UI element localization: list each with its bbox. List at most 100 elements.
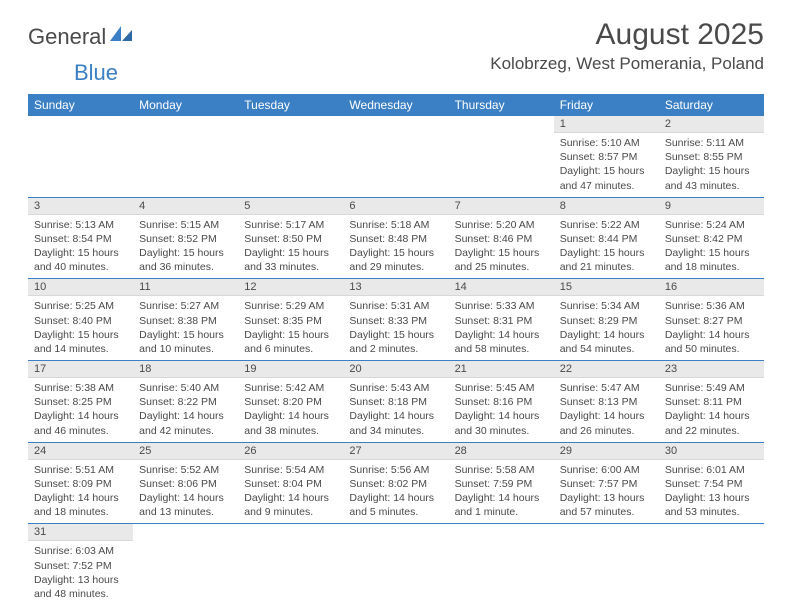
day-details: Sunrise: 5:43 AMSunset: 8:18 PMDaylight:…: [343, 378, 448, 442]
calendar-week-row: 17Sunrise: 5:38 AMSunset: 8:25 PMDayligh…: [28, 361, 764, 443]
day-number: 18: [133, 361, 238, 378]
day-details: Sunrise: 5:42 AMSunset: 8:20 PMDaylight:…: [238, 378, 343, 442]
calendar-cell: 6Sunrise: 5:18 AMSunset: 8:48 PMDaylight…: [343, 197, 448, 279]
calendar-cell: 23Sunrise: 5:49 AMSunset: 8:11 PMDayligh…: [659, 361, 764, 443]
sail-icon: [108, 24, 134, 50]
calendar-cell: 30Sunrise: 6:01 AMSunset: 7:54 PMDayligh…: [659, 442, 764, 524]
day-details: Sunrise: 5:33 AMSunset: 8:31 PMDaylight:…: [449, 296, 554, 360]
day-number: 1: [554, 116, 659, 133]
day-details: Sunrise: 5:15 AMSunset: 8:52 PMDaylight:…: [133, 215, 238, 279]
calendar-cell: 5Sunrise: 5:17 AMSunset: 8:50 PMDaylight…: [238, 197, 343, 279]
day-number: 7: [449, 198, 554, 215]
calendar-cell: 7Sunrise: 5:20 AMSunset: 8:46 PMDaylight…: [449, 197, 554, 279]
day-details: Sunrise: 5:22 AMSunset: 8:44 PMDaylight:…: [554, 215, 659, 279]
day-number: 20: [343, 361, 448, 378]
day-number: 26: [238, 443, 343, 460]
calendar-week-row: ..........1Sunrise: 5:10 AMSunset: 8:57 …: [28, 116, 764, 197]
day-number: 29: [554, 443, 659, 460]
day-number: 21: [449, 361, 554, 378]
day-details: Sunrise: 6:01 AMSunset: 7:54 PMDaylight:…: [659, 460, 764, 524]
weekday-header: Friday: [554, 94, 659, 116]
calendar-cell: 1Sunrise: 5:10 AMSunset: 8:57 PMDaylight…: [554, 116, 659, 197]
calendar-cell: 11Sunrise: 5:27 AMSunset: 8:38 PMDayligh…: [133, 279, 238, 361]
calendar-week-row: 31Sunrise: 6:03 AMSunset: 7:52 PMDayligh…: [28, 524, 764, 605]
day-number: 10: [28, 279, 133, 296]
day-details: Sunrise: 5:18 AMSunset: 8:48 PMDaylight:…: [343, 215, 448, 279]
day-details: Sunrise: 5:10 AMSunset: 8:57 PMDaylight:…: [554, 133, 659, 197]
calendar-cell: 21Sunrise: 5:45 AMSunset: 8:16 PMDayligh…: [449, 361, 554, 443]
day-number: 17: [28, 361, 133, 378]
page-subtitle: Kolobrzeg, West Pomerania, Poland: [490, 54, 764, 74]
day-number: 3: [28, 198, 133, 215]
day-details: Sunrise: 5:56 AMSunset: 8:02 PMDaylight:…: [343, 460, 448, 524]
calendar-cell: 28Sunrise: 5:58 AMSunset: 7:59 PMDayligh…: [449, 442, 554, 524]
weekday-header: Tuesday: [238, 94, 343, 116]
calendar-cell: 17Sunrise: 5:38 AMSunset: 8:25 PMDayligh…: [28, 361, 133, 443]
calendar-cell: [238, 524, 343, 605]
day-details: Sunrise: 5:36 AMSunset: 8:27 PMDaylight:…: [659, 296, 764, 360]
brand-text-1: General: [28, 24, 106, 50]
day-number: 2: [659, 116, 764, 133]
calendar-cell: 13Sunrise: 5:31 AMSunset: 8:33 PMDayligh…: [343, 279, 448, 361]
day-number: 23: [659, 361, 764, 378]
day-number: 12: [238, 279, 343, 296]
calendar-cell: [133, 524, 238, 605]
calendar-week-row: 3Sunrise: 5:13 AMSunset: 8:54 PMDaylight…: [28, 197, 764, 279]
calendar-cell: 8Sunrise: 5:22 AMSunset: 8:44 PMDaylight…: [554, 197, 659, 279]
calendar-cell: 20Sunrise: 5:43 AMSunset: 8:18 PMDayligh…: [343, 361, 448, 443]
calendar-cell: ..: [133, 116, 238, 197]
calendar-cell: 16Sunrise: 5:36 AMSunset: 8:27 PMDayligh…: [659, 279, 764, 361]
day-details: Sunrise: 5:52 AMSunset: 8:06 PMDaylight:…: [133, 460, 238, 524]
calendar-cell: 31Sunrise: 6:03 AMSunset: 7:52 PMDayligh…: [28, 524, 133, 605]
calendar-cell: 18Sunrise: 5:40 AMSunset: 8:22 PMDayligh…: [133, 361, 238, 443]
day-number: 19: [238, 361, 343, 378]
day-details: Sunrise: 5:24 AMSunset: 8:42 PMDaylight:…: [659, 215, 764, 279]
day-number: 8: [554, 198, 659, 215]
weekday-header: Saturday: [659, 94, 764, 116]
day-number: 11: [133, 279, 238, 296]
calendar-cell: [449, 524, 554, 605]
weekday-header: Wednesday: [343, 94, 448, 116]
day-number: 13: [343, 279, 448, 296]
day-details: Sunrise: 5:51 AMSunset: 8:09 PMDaylight:…: [28, 460, 133, 524]
day-details: Sunrise: 5:38 AMSunset: 8:25 PMDaylight:…: [28, 378, 133, 442]
calendar-week-row: 24Sunrise: 5:51 AMSunset: 8:09 PMDayligh…: [28, 442, 764, 524]
day-number: 31: [28, 524, 133, 541]
day-details: Sunrise: 5:17 AMSunset: 8:50 PMDaylight:…: [238, 215, 343, 279]
day-details: Sunrise: 6:00 AMSunset: 7:57 PMDaylight:…: [554, 460, 659, 524]
calendar-cell: [659, 524, 764, 605]
day-details: Sunrise: 5:11 AMSunset: 8:55 PMDaylight:…: [659, 133, 764, 197]
calendar-cell: [343, 524, 448, 605]
calendar-cell: 19Sunrise: 5:42 AMSunset: 8:20 PMDayligh…: [238, 361, 343, 443]
day-number: 5: [238, 198, 343, 215]
calendar-cell: 27Sunrise: 5:56 AMSunset: 8:02 PMDayligh…: [343, 442, 448, 524]
brand-logo: General: [28, 18, 134, 50]
calendar-cell: 15Sunrise: 5:34 AMSunset: 8:29 PMDayligh…: [554, 279, 659, 361]
day-number: 27: [343, 443, 448, 460]
day-details: Sunrise: 5:34 AMSunset: 8:29 PMDaylight:…: [554, 296, 659, 360]
day-details: Sunrise: 5:29 AMSunset: 8:35 PMDaylight:…: [238, 296, 343, 360]
weekday-header: Sunday: [28, 94, 133, 116]
calendar-week-row: 10Sunrise: 5:25 AMSunset: 8:40 PMDayligh…: [28, 279, 764, 361]
calendar-cell: 14Sunrise: 5:33 AMSunset: 8:31 PMDayligh…: [449, 279, 554, 361]
day-details: Sunrise: 5:54 AMSunset: 8:04 PMDaylight:…: [238, 460, 343, 524]
day-details: Sunrise: 5:45 AMSunset: 8:16 PMDaylight:…: [449, 378, 554, 442]
day-number: 6: [343, 198, 448, 215]
calendar-cell: 4Sunrise: 5:15 AMSunset: 8:52 PMDaylight…: [133, 197, 238, 279]
title-block: August 2025 Kolobrzeg, West Pomerania, P…: [490, 18, 764, 74]
day-number: 15: [554, 279, 659, 296]
calendar-cell: 3Sunrise: 5:13 AMSunset: 8:54 PMDaylight…: [28, 197, 133, 279]
day-details: Sunrise: 5:13 AMSunset: 8:54 PMDaylight:…: [28, 215, 133, 279]
day-details: Sunrise: 5:27 AMSunset: 8:38 PMDaylight:…: [133, 296, 238, 360]
day-details: Sunrise: 5:47 AMSunset: 8:13 PMDaylight:…: [554, 378, 659, 442]
calendar-cell: 2Sunrise: 5:11 AMSunset: 8:55 PMDaylight…: [659, 116, 764, 197]
weekday-header: Monday: [133, 94, 238, 116]
calendar-cell: 22Sunrise: 5:47 AMSunset: 8:13 PMDayligh…: [554, 361, 659, 443]
day-number: 30: [659, 443, 764, 460]
day-number: 24: [28, 443, 133, 460]
day-details: Sunrise: 5:20 AMSunset: 8:46 PMDaylight:…: [449, 215, 554, 279]
day-number: 22: [554, 361, 659, 378]
calendar-cell: 25Sunrise: 5:52 AMSunset: 8:06 PMDayligh…: [133, 442, 238, 524]
day-details: Sunrise: 5:31 AMSunset: 8:33 PMDaylight:…: [343, 296, 448, 360]
day-details: Sunrise: 5:49 AMSunset: 8:11 PMDaylight:…: [659, 378, 764, 442]
